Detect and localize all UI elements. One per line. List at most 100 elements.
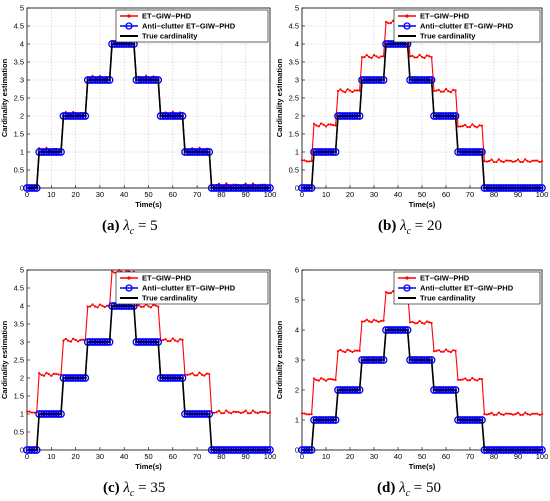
series-marker-0 xyxy=(432,350,436,353)
series-marker-0 xyxy=(213,411,216,414)
series-marker-0 xyxy=(157,305,160,308)
series-marker-0 xyxy=(30,411,33,414)
series-marker-0 xyxy=(247,412,250,415)
y-tick-label: 1 xyxy=(295,416,299,425)
series-marker-0 xyxy=(332,378,335,381)
series-marker-0 xyxy=(96,306,99,309)
x-tick-label: 90 xyxy=(242,452,250,461)
y-tick-label: 0 xyxy=(20,446,24,455)
y-tick-label: 5 xyxy=(20,266,24,275)
x-tick-label: 70 xyxy=(193,452,201,461)
series-marker-0 xyxy=(339,88,342,91)
x-tick-label: 40 xyxy=(120,190,128,199)
y-tick-label: 0 xyxy=(295,446,299,455)
legend-label: Anti−clutter ET−GIW−PHD xyxy=(420,284,514,293)
series-marker-0 xyxy=(62,339,65,342)
series-marker-0 xyxy=(504,412,508,415)
series-marker-0 xyxy=(360,320,364,323)
chart-panel-2: 0 10 20 30 40 50 60 70 80 90 100 0 0.5 1 1.5 2 2.5 3 3.5 4 4… xyxy=(0,266,276,472)
series-marker-0 xyxy=(490,158,493,161)
series-marker-0 xyxy=(492,413,496,416)
y-axis-label: Cardinality estimation xyxy=(0,320,9,399)
series-marker-0 xyxy=(375,319,378,322)
legend-box xyxy=(115,9,269,43)
series-marker-0 xyxy=(363,320,366,323)
series-marker-0 xyxy=(377,56,380,59)
series-marker-0 xyxy=(389,21,392,25)
legend-marker xyxy=(127,276,131,280)
y-tick-label: 2 xyxy=(295,386,299,395)
series-marker-0 xyxy=(234,410,238,413)
series-marker-0 xyxy=(310,413,313,416)
series-marker-0 xyxy=(237,410,240,414)
x-tick-label: 60 xyxy=(442,452,450,461)
series-marker-0 xyxy=(106,304,109,307)
legend-label: Anti−clutter ET−GIW−PHD xyxy=(142,284,236,293)
series-marker-0 xyxy=(447,350,450,353)
series-marker-0 xyxy=(356,349,359,352)
series-marker-0 xyxy=(370,56,373,60)
series-marker-0 xyxy=(222,412,225,415)
x-tick-label: 0 xyxy=(25,190,29,199)
x-tick-label: 70 xyxy=(193,190,201,199)
series-marker-0 xyxy=(47,373,50,376)
series-marker-0 xyxy=(191,372,194,375)
series-marker-0 xyxy=(249,412,252,415)
series-marker-0 xyxy=(444,348,448,351)
series-marker-0 xyxy=(171,337,174,340)
series-marker-0 xyxy=(52,372,55,375)
legend-label: ET−GIW−PHD xyxy=(142,274,192,283)
series-marker-0 xyxy=(372,318,376,321)
series-marker-0 xyxy=(387,292,390,295)
series-marker-0 xyxy=(471,376,474,380)
series-marker-0 xyxy=(188,373,191,376)
series-marker-0 xyxy=(416,322,419,325)
series-marker-0 xyxy=(488,159,491,163)
legend-label: True cardinality xyxy=(420,32,476,41)
series-marker-0 xyxy=(198,371,201,374)
chart-panel-1: 0 10 20 30 40 50 60 70 80 90 100 0 0.5 1 1.5 2 2.5 3 3.5 4 4… xyxy=(275,4,548,210)
x-tick-label: 100 xyxy=(536,190,549,199)
series-marker-0 xyxy=(428,321,431,324)
x-tick-label: 70 xyxy=(466,190,474,199)
series-marker-0 xyxy=(423,322,426,325)
series-marker-0 xyxy=(476,379,479,382)
series-marker-0 xyxy=(33,411,36,414)
y-tick-label: 1.5 xyxy=(289,130,299,139)
series-marker-0 xyxy=(142,305,145,308)
series-marker-0 xyxy=(497,158,500,161)
series-marker-0 xyxy=(528,413,532,416)
series-marker-0 xyxy=(363,55,366,59)
series-marker-0 xyxy=(303,159,306,162)
series-marker-0 xyxy=(308,413,311,416)
series-marker-0 xyxy=(161,338,165,342)
y-tick-label: 0.5 xyxy=(14,166,24,175)
series-marker-0 xyxy=(425,54,428,57)
series-marker-0 xyxy=(430,56,433,59)
series-marker-0 xyxy=(485,160,488,163)
series-marker-0 xyxy=(413,56,416,59)
x-tick-label: 30 xyxy=(370,452,378,461)
series-marker-0 xyxy=(259,410,262,414)
series-marker-0 xyxy=(358,349,361,352)
y-tick-label: 2.5 xyxy=(289,94,299,103)
series-marker-0 xyxy=(423,56,426,60)
series-marker-0 xyxy=(317,125,320,128)
series-marker-0 xyxy=(382,319,385,322)
series-marker-0 xyxy=(300,412,304,415)
x-tick-label: 30 xyxy=(370,190,378,199)
series-marker-0 xyxy=(382,55,385,58)
caption-d: (d) λc = 50 xyxy=(377,480,442,499)
series-marker-0 xyxy=(473,125,476,128)
y-tick-label: 3 xyxy=(20,338,24,347)
series-marker-0 xyxy=(365,53,368,57)
x-tick-label: 90 xyxy=(514,452,522,461)
series-marker-0 xyxy=(519,413,522,416)
series-marker-0 xyxy=(449,350,452,354)
series-marker-0 xyxy=(492,160,496,164)
x-tick-label: 70 xyxy=(466,452,474,461)
series-marker-0 xyxy=(485,413,488,416)
series-marker-0 xyxy=(348,349,352,352)
series-marker-0 xyxy=(166,340,170,343)
x-tick-label: 20 xyxy=(71,190,79,199)
